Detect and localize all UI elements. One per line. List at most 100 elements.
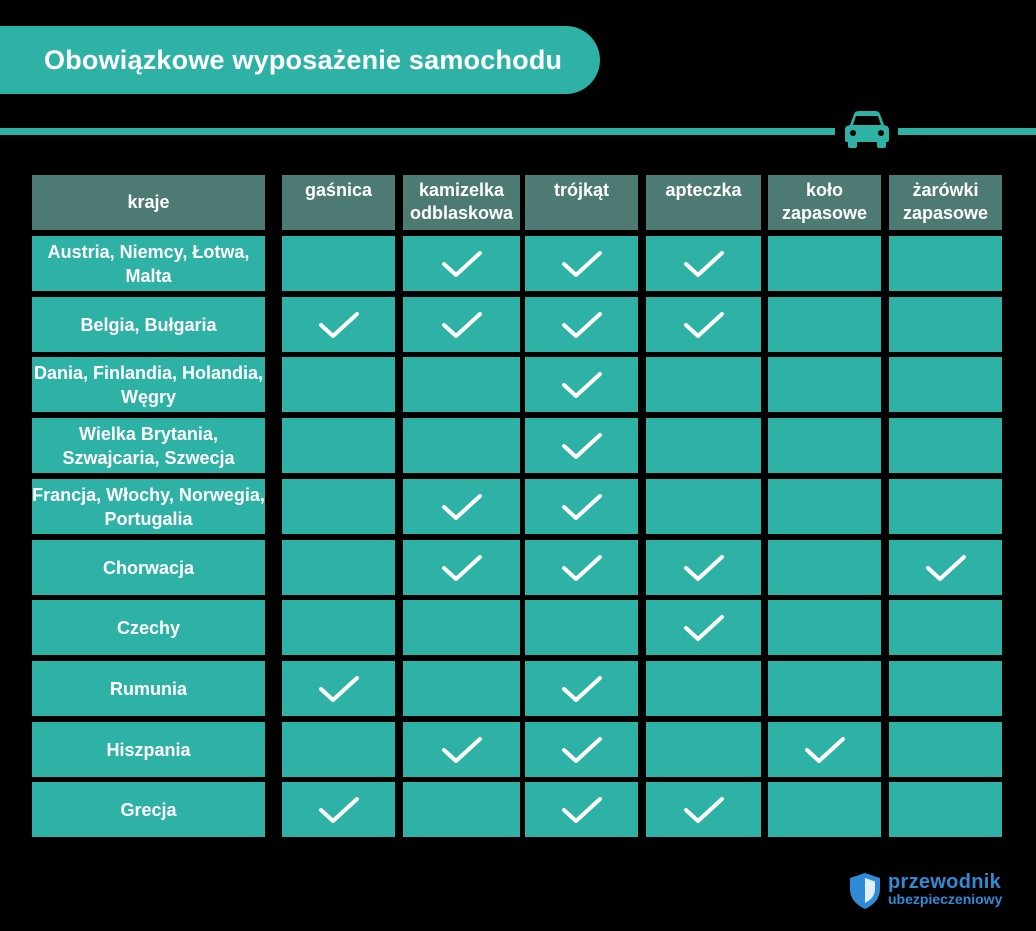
column-header: żarówki zapasowe bbox=[889, 175, 1002, 230]
checkmark-icon bbox=[804, 736, 845, 763]
table-cell bbox=[768, 600, 881, 655]
table-cell bbox=[646, 782, 761, 837]
column-header: apteczka bbox=[646, 175, 761, 230]
checkmark-icon bbox=[561, 311, 602, 338]
divider-line bbox=[0, 128, 835, 135]
table-cell bbox=[889, 357, 1002, 412]
table-cell bbox=[282, 479, 395, 534]
table-cell bbox=[403, 600, 520, 655]
checkmark-icon bbox=[318, 796, 359, 823]
country-cell: Grecja bbox=[32, 782, 265, 837]
checkmark-icon bbox=[561, 736, 602, 763]
table-cell bbox=[768, 479, 881, 534]
table-cell bbox=[282, 600, 395, 655]
table-cell bbox=[646, 661, 761, 716]
table-cell bbox=[768, 357, 881, 412]
table-cell bbox=[282, 357, 395, 412]
country-cell: Austria, Niemcy, Łotwa, Malta bbox=[32, 236, 265, 291]
checkmark-icon bbox=[561, 796, 602, 823]
page-title: Obowiązkowe wyposażenie samochodu bbox=[44, 44, 563, 75]
table-cell bbox=[768, 722, 881, 777]
checkmark-icon bbox=[683, 614, 724, 641]
table-cell bbox=[525, 600, 638, 655]
table-cell bbox=[768, 540, 881, 595]
table-cell bbox=[889, 418, 1002, 473]
table-cell bbox=[889, 722, 1002, 777]
divider-line bbox=[898, 128, 1036, 135]
checkmark-icon bbox=[683, 250, 724, 277]
logo-text-line1: przewodnik bbox=[888, 871, 1002, 893]
table-cell bbox=[282, 661, 395, 716]
table-cell bbox=[646, 600, 761, 655]
car-icon bbox=[845, 111, 889, 148]
checkmark-icon bbox=[683, 554, 724, 581]
column-header: koło zapasowe bbox=[768, 175, 881, 230]
checkmark-icon bbox=[318, 675, 359, 702]
table-cell bbox=[768, 782, 881, 837]
checkmark-icon bbox=[441, 250, 482, 277]
country-cell: Wielka Brytania, Szwajcaria, Szwecja bbox=[32, 418, 265, 473]
table-cell bbox=[403, 722, 520, 777]
checkmark-icon bbox=[683, 311, 724, 338]
table-cell bbox=[282, 418, 395, 473]
column-header: trójkąt bbox=[525, 175, 638, 230]
logo: przewodnik ubezpieczeniowy bbox=[848, 872, 1028, 912]
table-cell bbox=[768, 297, 881, 352]
table-cell bbox=[403, 418, 520, 473]
checkmark-icon bbox=[561, 493, 602, 520]
checkmark-icon bbox=[925, 554, 966, 581]
checkmark-icon bbox=[683, 796, 724, 823]
logo-text-line2: ubezpieczeniowy bbox=[888, 891, 1003, 907]
table-cell bbox=[403, 357, 520, 412]
table-cell bbox=[889, 540, 1002, 595]
table-cell bbox=[282, 297, 395, 352]
checkmark-icon bbox=[441, 736, 482, 763]
table-cell bbox=[525, 479, 638, 534]
table-cell bbox=[889, 661, 1002, 716]
checkmark-icon bbox=[561, 432, 602, 459]
table-cell bbox=[282, 540, 395, 595]
table-cell bbox=[525, 782, 638, 837]
column-header: gaśnica bbox=[282, 175, 395, 230]
column-header-kraje: kraje bbox=[32, 175, 265, 230]
checkmark-icon bbox=[441, 554, 482, 581]
title-banner: Obowiązkowe wyposażenie samochodu bbox=[0, 26, 600, 94]
shield-icon bbox=[850, 873, 880, 909]
checkmark-icon bbox=[561, 250, 602, 277]
table-cell bbox=[403, 661, 520, 716]
checkmark-icon bbox=[441, 493, 482, 520]
country-cell: Chorwacja bbox=[32, 540, 265, 595]
table-cell bbox=[525, 722, 638, 777]
table-cell bbox=[525, 236, 638, 291]
column-header: kamizelka odblaskowa bbox=[403, 175, 520, 230]
table-cell bbox=[768, 418, 881, 473]
country-cell: Francja, Włochy, Norwegia, Portugalia bbox=[32, 479, 265, 534]
table-cell bbox=[525, 297, 638, 352]
country-cell: Dania, Finlandia, Holandia, Węgry bbox=[32, 357, 265, 412]
table-cell bbox=[646, 236, 761, 291]
table-cell bbox=[889, 236, 1002, 291]
table-cell bbox=[525, 357, 638, 412]
table-cell bbox=[403, 297, 520, 352]
table-cell bbox=[403, 540, 520, 595]
table-cell bbox=[889, 297, 1002, 352]
table-cell bbox=[282, 722, 395, 777]
country-cell: Rumunia bbox=[32, 661, 265, 716]
table-cell bbox=[403, 479, 520, 534]
table-cell bbox=[646, 479, 761, 534]
table-cell bbox=[403, 236, 520, 291]
table-cell bbox=[403, 782, 520, 837]
table-cell bbox=[525, 540, 638, 595]
checkmark-icon bbox=[561, 675, 602, 702]
table-cell bbox=[646, 357, 761, 412]
table-cell bbox=[282, 782, 395, 837]
table-cell bbox=[768, 661, 881, 716]
table-cell bbox=[646, 418, 761, 473]
table-cell bbox=[768, 236, 881, 291]
country-cell: Hiszpania bbox=[32, 722, 265, 777]
checkmark-icon bbox=[318, 311, 359, 338]
checkmark-icon bbox=[561, 371, 602, 398]
table-cell bbox=[525, 661, 638, 716]
country-cell: Czechy bbox=[32, 600, 265, 655]
table-cell bbox=[889, 600, 1002, 655]
